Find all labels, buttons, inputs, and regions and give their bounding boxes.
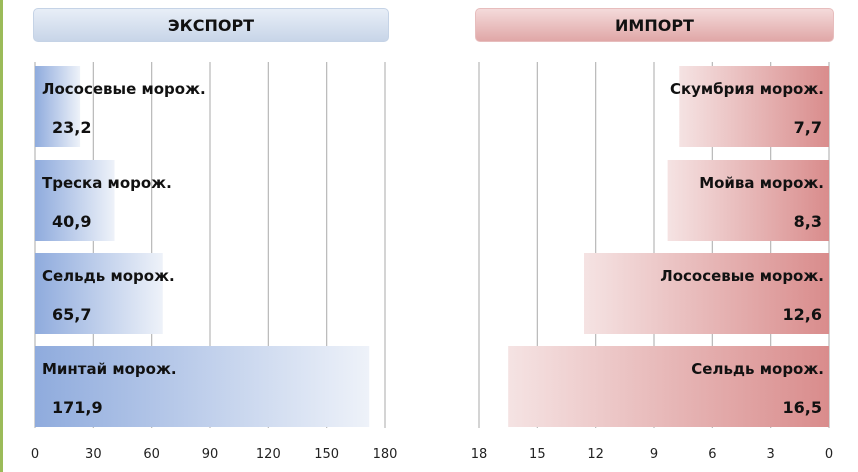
import-bar-category-label: Скумбрия морож. (670, 80, 824, 98)
import-bar (584, 253, 829, 334)
import-bar-value-label: 8,3 (794, 212, 822, 231)
export-bar-value-label: 65,7 (52, 305, 91, 324)
export-bar (35, 346, 370, 427)
export-tick-label: 90 (202, 447, 219, 462)
export-tick-label: 180 (373, 447, 398, 462)
export-tick-label: 60 (143, 447, 160, 462)
import-bar-value-label: 12,6 (783, 305, 822, 324)
export-tick-label: 120 (256, 447, 281, 462)
export-bar-category-label: Сельдь морож. (42, 267, 175, 285)
export-bar-category-label: Лососевые морож. (42, 80, 206, 98)
import-tick-label: 12 (587, 447, 604, 462)
import-tick-label: 15 (529, 447, 546, 462)
left-accent-rule (0, 0, 3, 472)
import-bar-value-label: 7,7 (794, 118, 822, 137)
export-chart-title: ЭКСПОРТ (33, 8, 389, 42)
import-bar (508, 346, 829, 427)
import-chart-title: ИМПОРТ (475, 8, 834, 42)
import-bar-category-label: Сельдь морож. (691, 360, 824, 378)
import-bar-category-label: Лососевые морож. (660, 267, 824, 285)
export-tick-label: 30 (85, 447, 102, 462)
export-bar-category-label: Минтай морож. (42, 360, 177, 378)
export-tick-label: 150 (314, 447, 339, 462)
export-bar-category-label: Треска морож. (42, 174, 172, 192)
import-bar (679, 66, 829, 147)
export-bar-value-label: 23,2 (52, 118, 91, 137)
export-bar-value-label: 40,9 (52, 212, 91, 231)
import-tick-label: 0 (825, 447, 833, 462)
export-tick-label: 0 (31, 447, 39, 462)
import-tick-label: 9 (650, 447, 658, 462)
export-bar (35, 160, 115, 241)
export-bar (35, 253, 163, 334)
export-bar-value-label: 171,9 (52, 398, 103, 417)
import-bar-value-label: 16,5 (783, 398, 822, 417)
import-tick-label: 18 (471, 447, 488, 462)
import-bar (667, 160, 829, 241)
export-bar (35, 66, 81, 147)
import-bar-category-label: Мойва морож. (699, 174, 824, 192)
import-tick-label: 6 (708, 447, 716, 462)
import-tick-label: 3 (767, 447, 775, 462)
